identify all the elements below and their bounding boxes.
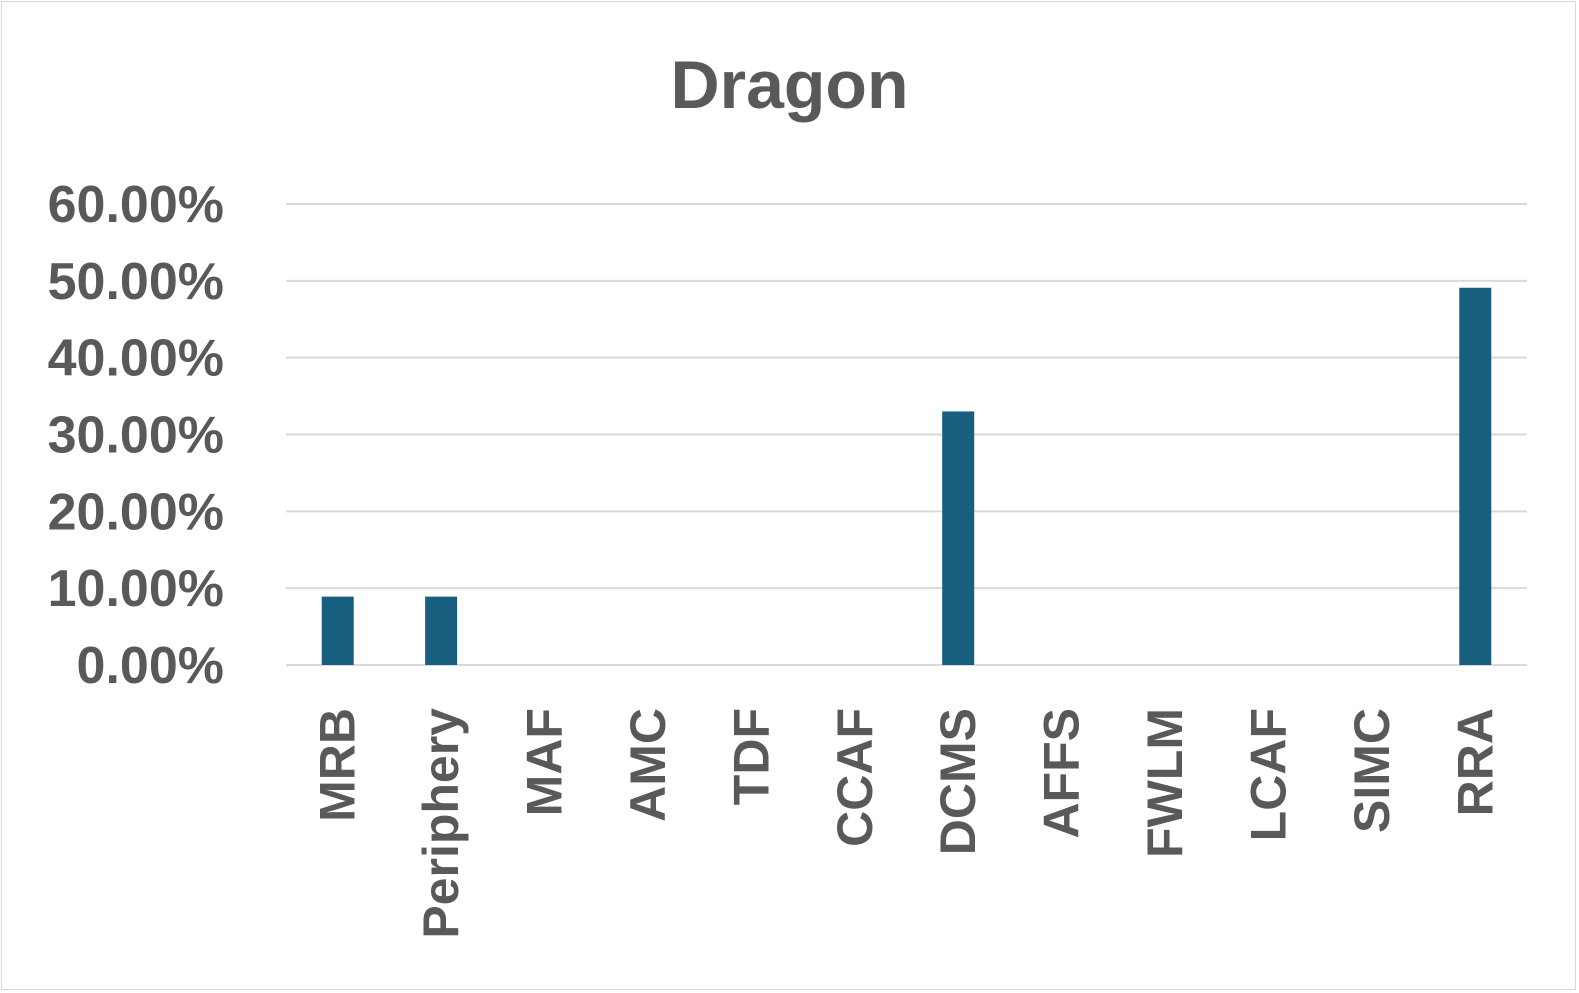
x-tick-label: SIMC xyxy=(1344,708,1400,833)
y-tick-label: 20.00% xyxy=(48,483,224,541)
y-tick-label: 30.00% xyxy=(48,407,224,465)
bar-rra xyxy=(1459,287,1492,665)
y-tick-label: 0.00% xyxy=(77,637,224,695)
y-tick-label: 10.00% xyxy=(48,560,224,618)
x-tick-label: MRB xyxy=(310,708,366,822)
x-tick-label: MAF xyxy=(517,708,573,816)
bar-mrb xyxy=(321,596,354,665)
x-tick-label: LCAF xyxy=(1240,708,1296,841)
x-tick-label: AFFS xyxy=(1034,708,1090,839)
y-tick-label: 60.00% xyxy=(48,176,224,234)
x-tick-label: TDF xyxy=(723,708,779,805)
x-tick-label: FWLM xyxy=(1137,708,1193,858)
bar-periphery xyxy=(425,596,458,665)
y-tick-label: 50.00% xyxy=(48,253,224,311)
x-tick-label: Periphery xyxy=(413,708,469,939)
x-tick-label: RRA xyxy=(1447,708,1503,816)
x-tick-label: DCMS xyxy=(930,708,986,855)
y-tick-label: 40.00% xyxy=(48,330,224,388)
chart-title: Dragon xyxy=(670,47,909,123)
x-tick-label: CCAF xyxy=(827,708,883,847)
bar-dcms xyxy=(942,411,975,665)
x-tick-label: AMC xyxy=(620,708,676,822)
